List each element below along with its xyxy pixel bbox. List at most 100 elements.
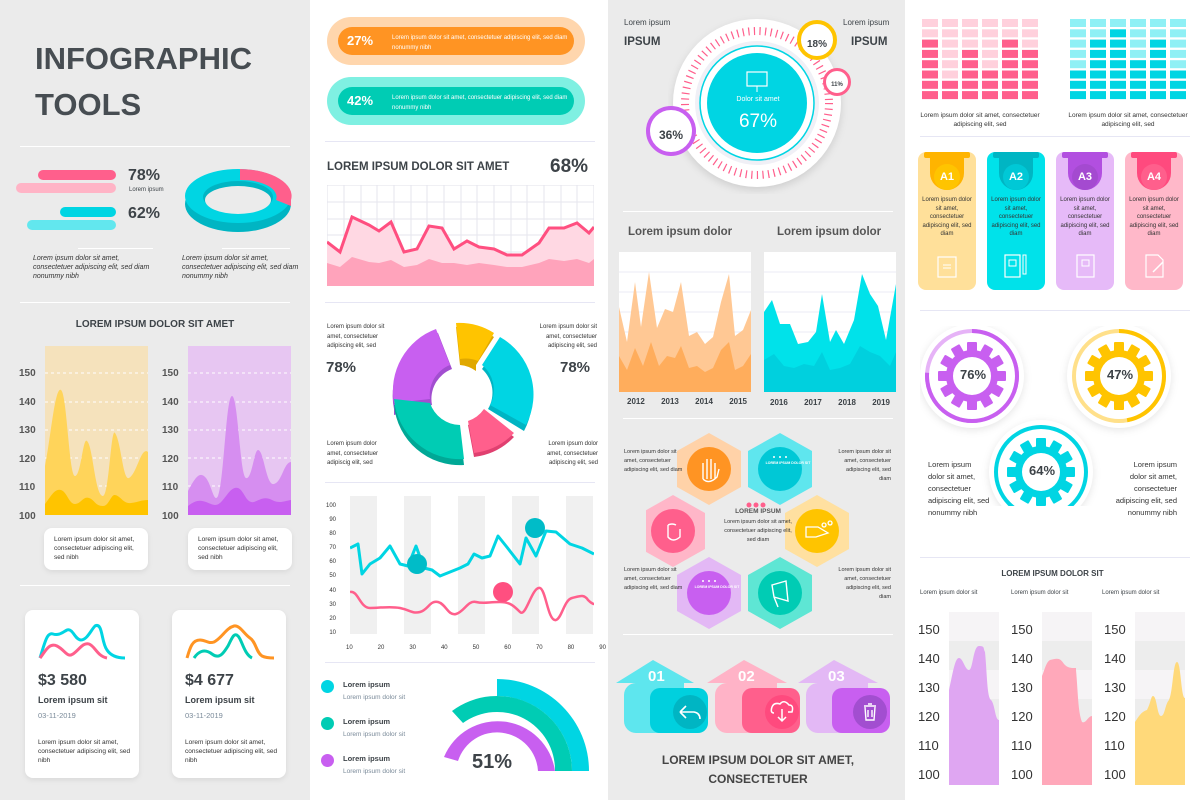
area-chart-purple-small	[949, 612, 999, 785]
donut-value-right: 78%	[560, 359, 591, 376]
bar-label: Lorem ipsum	[129, 187, 164, 193]
exploded-donut-chart	[392, 322, 534, 466]
chart-label: Lorem ipsum dolor sit	[920, 590, 978, 596]
circle-label-big: IPSUM	[851, 36, 888, 48]
pill-teal: 42% Lorem ipsum dolor sit amet, consecte…	[327, 77, 585, 125]
gear-caption: Lorem ipsum dolor sit amet, consectetuer…	[928, 460, 990, 517]
column-2: 27% Lorem ipsum dolor sit amet, consecte…	[310, 0, 608, 800]
area-chart-title: Lorem ipsum dolor	[628, 226, 733, 238]
grid-line-chart	[327, 185, 594, 286]
caption-card: Lorem ipsum dolor sit amet, consectetuer…	[44, 528, 148, 570]
line-chart-x-axis: 10 20 30 40 50 60 70 80 90	[346, 645, 606, 651]
bubble-11: 11%	[823, 68, 851, 96]
tab-card-a1[interactable]: A1 Lorem ipsum dolor sit amet, consectet…	[918, 152, 976, 290]
hand-icon	[702, 459, 720, 483]
x-axis-years-b: 2016 2017 2018 2019	[770, 398, 890, 407]
pointer-hand-icon	[667, 523, 681, 541]
center-label: Dolor sit amet	[736, 96, 780, 103]
dual-line-chart	[350, 496, 594, 634]
card-text: Lorem ipsum dolor sit amet, consectetuer…	[185, 739, 278, 764]
donut-caption: Lorem ipsum dolor sit amet, consectetuer…	[539, 324, 597, 349]
cloud-download-icon	[770, 701, 794, 723]
bottom-chart-title: LOREM IPSUM DOLOR SIT	[1001, 569, 1104, 578]
gear-progress-chart	[920, 326, 1171, 506]
bubble-18: 18%	[797, 20, 837, 60]
circle-label-small: Lorem ipsum	[843, 18, 890, 27]
hex-caption: Lorem ipsum dolor sit amet, consectetuer…	[838, 567, 891, 600]
step-number: 01	[648, 668, 665, 685]
y-axis-right: 150 140 130 120 110 100	[162, 368, 179, 522]
grid-chart-title: LOREM IPSUM DOLOR SIT AMET	[327, 161, 510, 173]
area-chart-purple	[188, 346, 291, 515]
chart-label: Lorem ipsum dolor sit	[1011, 590, 1069, 596]
tab-card-a2[interactable]: A2 Lorem ipsum dolor sit amet, consectet…	[987, 152, 1045, 290]
hex-center-text: Lorem ipsum dolor sit amet, consectetuer…	[724, 519, 792, 543]
donut-caption: Lorem ipsum dolor amet, consectetuer adi…	[546, 441, 598, 466]
progress-bar-pink-bg	[16, 183, 116, 193]
circle-label-small: Lorem ipsum	[624, 18, 671, 27]
x-axis-years-a: 2012 2013 2014 2015	[627, 397, 747, 406]
step-number: 02	[738, 668, 755, 685]
sparkline-chart	[185, 624, 275, 660]
hex-caption: Lorem ipsum dolor sit amet, consectetuer…	[838, 449, 891, 482]
gear-value: 76%	[959, 367, 987, 382]
tab-card-a3[interactable]: A3 Lorem ipsum dolor sit amet, consectet…	[1056, 152, 1114, 290]
progress-bar-pink	[38, 170, 116, 180]
pill-orange: 27% Lorem ipsum dolor sit amet, consecte…	[327, 17, 585, 65]
card-amount: $3 580	[38, 672, 87, 689]
megaphone-icon	[771, 580, 789, 608]
spiral-notebook-icon	[1076, 254, 1095, 278]
y-axis-left: 150 140 130 120 110 100	[19, 368, 36, 522]
card-text: Lorem ipsum dolor sit amet, consectetuer…	[38, 739, 131, 764]
block-bar-chart-pink	[922, 19, 1038, 100]
bar-caption: Lorem ipsum dolor sit amet, consectetuer…	[1068, 112, 1188, 128]
book-icon	[937, 256, 957, 278]
hex-caption: Lorem ipsum dolor sit amet, consectetuer…	[624, 449, 683, 473]
trash-icon	[864, 703, 876, 721]
block-bar-chart-cyan	[1070, 19, 1186, 100]
bar-value: 78%	[128, 167, 161, 184]
center-value: 67%	[738, 111, 778, 132]
hex-inner-label: LOREM IPSUM DOLOR SIT	[694, 585, 740, 589]
caption-card: Lorem ipsum dolor sit amet, consectetuer…	[188, 528, 292, 570]
column-3: Lorem ipsum IPSUM Lorem ipsum IPSUM Dolo…	[608, 0, 905, 800]
arrow-steps	[616, 660, 890, 733]
ring-3d-chart	[185, 169, 292, 232]
area-chart-yellow	[45, 346, 148, 515]
donut-caption: Lorem ipsum dolor amet, consectetuer adi…	[327, 441, 379, 466]
donut-value-left: 78%	[326, 359, 357, 376]
gear-caption: Lorem ipsum dolor sit amet, consectetuer…	[1115, 460, 1177, 517]
stat-card-1[interactable]: $3 580 Lorem ipsum sit 03-11-2019 Lorem …	[25, 610, 139, 778]
bubble-36: 36%	[646, 106, 696, 156]
step-number: 03	[828, 668, 845, 685]
gauge-value-label: 51%	[472, 751, 513, 773]
tab-card-a4[interactable]: A4 Lorem ipsum dolor sit amet, consectet…	[1125, 152, 1183, 290]
donut-caption: Lorem ipsum dolor sit amet, consectetuer…	[327, 324, 385, 349]
hex-center-title: LOREM IPSUM	[735, 508, 781, 515]
circle-label-big: IPSUM	[624, 36, 661, 48]
reply-arrow-icon	[679, 705, 701, 720]
bar-value: 62%	[128, 205, 161, 222]
hex-caption: Lorem ipsum dolor sit amet, consectetuer…	[624, 567, 683, 591]
notebook-pencil-icon	[1004, 254, 1027, 278]
hand-coins-icon	[805, 520, 833, 538]
column-1: INFOGRAPHIC TOOLS 78% Lorem ipsum 62% Lo…	[0, 0, 310, 800]
card-amount: $4 677	[185, 672, 234, 689]
footer-title: LOREM IPSUM DOLOR SIT AMET, CONSECTETUER	[661, 753, 855, 786]
ring-caption: Lorem ipsum dolor sit amet, consectetuer…	[33, 255, 150, 280]
area-chart-yellow-small	[1135, 612, 1185, 785]
chart-label: Lorem ipsum dolor sit	[1102, 590, 1160, 596]
bar-caption: Lorem ipsum dolor sit amet, consectetuer…	[920, 112, 1040, 128]
progress-bar-cyan-bg	[27, 220, 116, 230]
area-chart-cyan	[764, 252, 896, 392]
stat-card-2[interactable]: $4 677 Lorem ipsum sit 03-11-2019 Lorem …	[172, 610, 286, 778]
area-chart-title: Lorem ipsum dolor	[777, 226, 882, 238]
ring-caption: Lorem ipsum dolor sit amet, consectetuer…	[182, 255, 299, 280]
y-axis-2: 150 140 130 120 110 100	[1011, 622, 1033, 782]
section-title: LOREM IPSUM DOLOR SIT AMET	[75, 319, 235, 330]
area-chart-orange	[619, 252, 751, 392]
page-title: INFOGRAPHIC TOOLS	[35, 41, 252, 122]
progress-bar-cyan	[60, 207, 116, 217]
hexagon-diagram	[646, 433, 849, 629]
gear-value: 64%	[1028, 463, 1056, 478]
